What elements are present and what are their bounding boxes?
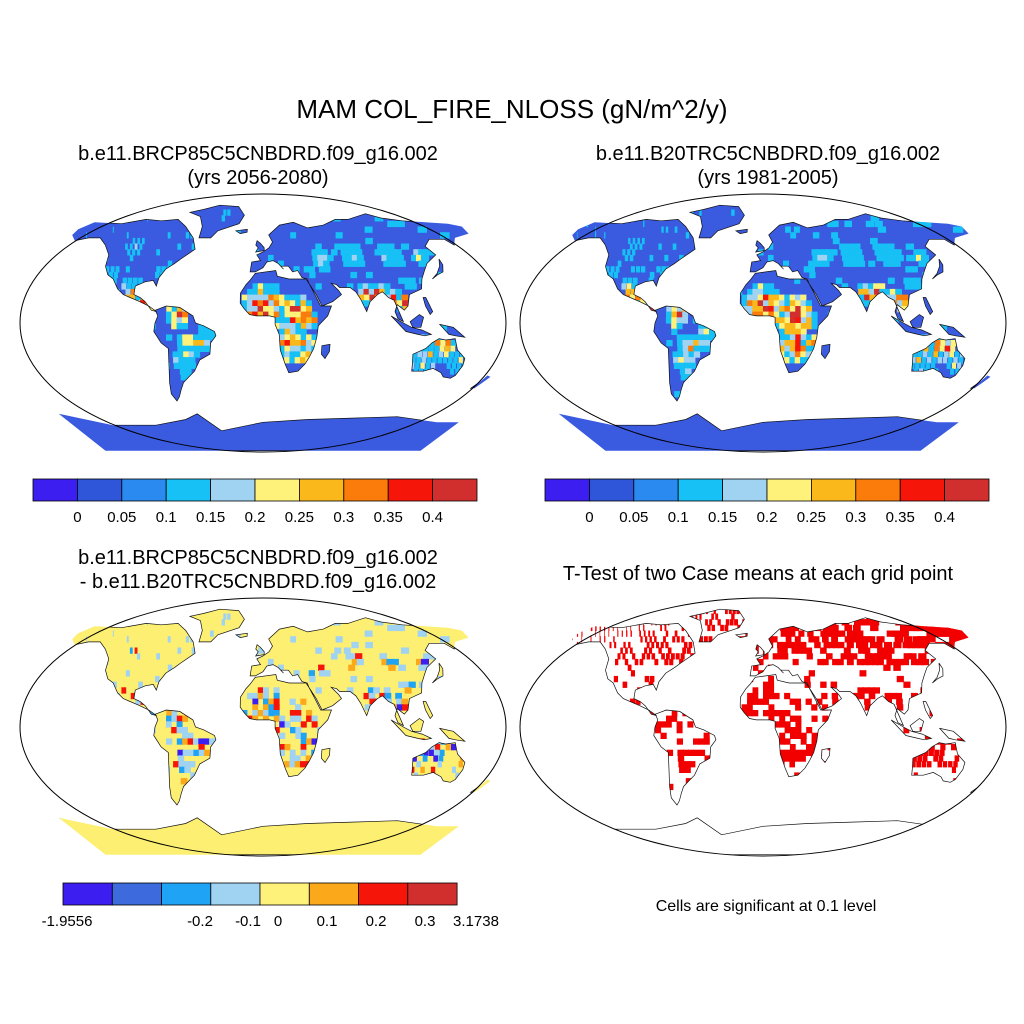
colorbar-difference: -1.9556 -0.2 -0.1 0 0.1 0.2 0.3 3.1738	[42, 882, 499, 930]
colorbar-swatch	[544, 478, 590, 502]
colorbar-tick-label: 0.35	[374, 509, 403, 526]
colorbar-tick-label: 0.25	[797, 509, 826, 526]
figure-title: MAM COL_FIRE_NLOSS (gN/m^2/y)	[296, 94, 728, 124]
colorbar-tick-label: 0.05	[107, 509, 136, 526]
colorbar-tick-label: 0.4	[422, 509, 443, 526]
colorbar-swatch	[855, 478, 901, 502]
colorbar-tick-label: 0	[274, 913, 282, 930]
colorbar-tick-label: 0.2	[757, 509, 778, 526]
colorbar-swatch	[308, 882, 359, 906]
colorbar-tick-label: 0.3	[415, 913, 436, 930]
colorbar-swatch	[677, 478, 723, 502]
colorbar-tick-label: 0.15	[708, 509, 737, 526]
map-panel-ttest	[519, 597, 1007, 857]
colorbar-tick-label: 0.4	[934, 509, 955, 526]
panel-title-line2: - b.e11.B20TRC5CNBDRD.f09_g16.002	[79, 571, 437, 593]
colorbar-tick-label: 0.15	[196, 509, 225, 526]
colorbar-swatch	[589, 478, 635, 502]
colorbar-tick-label: 0.25	[285, 509, 314, 526]
panel-title-future: b.e11.BRCP85C5CNBDRD.f09_g16.002 (yrs 20…	[8, 142, 508, 190]
colorbar-swatch	[161, 882, 212, 906]
colorbar-tick-label: 0.05	[619, 509, 648, 526]
colorbar-swatch	[298, 478, 345, 502]
colorbar-tick-label: 0.35	[886, 509, 915, 526]
colorbar-swatch	[432, 478, 478, 502]
colorbar-swatch	[766, 478, 812, 502]
colorbar-swatch	[810, 478, 857, 502]
colorbar-tick-label: 0	[585, 509, 593, 526]
colorbar-swatch	[210, 478, 256, 502]
colorbar-swatch	[210, 882, 261, 906]
colorbar-future: 0 0.05 0.1 0.15 0.2 0.25 0.3 0.35 0.4	[32, 478, 478, 526]
map-panel-difference	[19, 597, 507, 857]
colorbar-tick-label: -0.1	[235, 913, 261, 930]
colorbar-tick-label: 0.3	[333, 509, 354, 526]
colorbar-tick-label: 3.1738	[453, 913, 499, 930]
colorbar-swatch	[387, 478, 434, 502]
colorbar-swatch	[407, 882, 458, 906]
colorbar-swatch	[899, 478, 946, 502]
colorbar-swatch	[259, 882, 310, 906]
panel-title-line1: b.e11.BRCP85C5CNBDRD.f09_g16.002	[78, 547, 438, 569]
colorbar-swatch	[165, 478, 211, 502]
colorbar-swatch	[254, 478, 300, 502]
panel-title-line1: b.e11.BRCP85C5CNBDRD.f09_g16.002	[78, 143, 438, 165]
colorbar-tick-label: 0.2	[366, 913, 387, 930]
colorbar-tick-label: 0.3	[845, 509, 866, 526]
colorbar-tick-label: -0.2	[187, 913, 213, 930]
colorbar-swatch	[944, 478, 990, 502]
colorbar-swatch	[633, 478, 679, 502]
colorbar-swatch	[62, 882, 113, 906]
panel-title-historical: b.e11.B20TRC5CNBDRD.f09_g16.002 (yrs 198…	[518, 142, 1018, 190]
map-panel-historical	[519, 193, 1007, 453]
colorbar-swatch	[32, 478, 78, 502]
colorbar-tick-label: 0.1	[317, 913, 338, 930]
panel-title-line2: (yrs 2056-2080)	[187, 167, 329, 189]
panel-title-ttest: T-Test of two Case means at each grid po…	[508, 562, 1008, 586]
colorbar-tick-label: 0.1	[668, 509, 689, 526]
colorbar-swatch	[343, 478, 389, 502]
panel-title-line2: (yrs 1981-2005)	[697, 167, 839, 189]
colorbar-tick-label: 0	[73, 509, 81, 526]
colorbar-swatch	[121, 478, 167, 502]
colorbar-tick-label: 0.1	[156, 509, 177, 526]
colorbar-swatch	[358, 882, 409, 906]
colorbar-historical: 0 0.05 0.1 0.15 0.2 0.25 0.3 0.35 0.4	[544, 478, 990, 526]
significance-note: Cells are significant at 0.1 level	[655, 898, 877, 915]
colorbar-swatch	[77, 478, 123, 502]
panel-title-line1: T-Test of two Case means at each grid po…	[562, 563, 954, 585]
map-panel-future	[19, 193, 507, 453]
colorbar-tick-label: 0.2	[245, 509, 266, 526]
colorbar-tick-label: -1.9556	[42, 913, 93, 930]
panel-title-difference: b.e11.BRCP85C5CNBDRD.f09_g16.002 - b.e11…	[8, 546, 508, 594]
colorbar-swatch	[722, 478, 768, 502]
colorbar-swatch	[111, 882, 163, 906]
panel-title-line1: b.e11.B20TRC5CNBDRD.f09_g16.002	[595, 143, 941, 165]
